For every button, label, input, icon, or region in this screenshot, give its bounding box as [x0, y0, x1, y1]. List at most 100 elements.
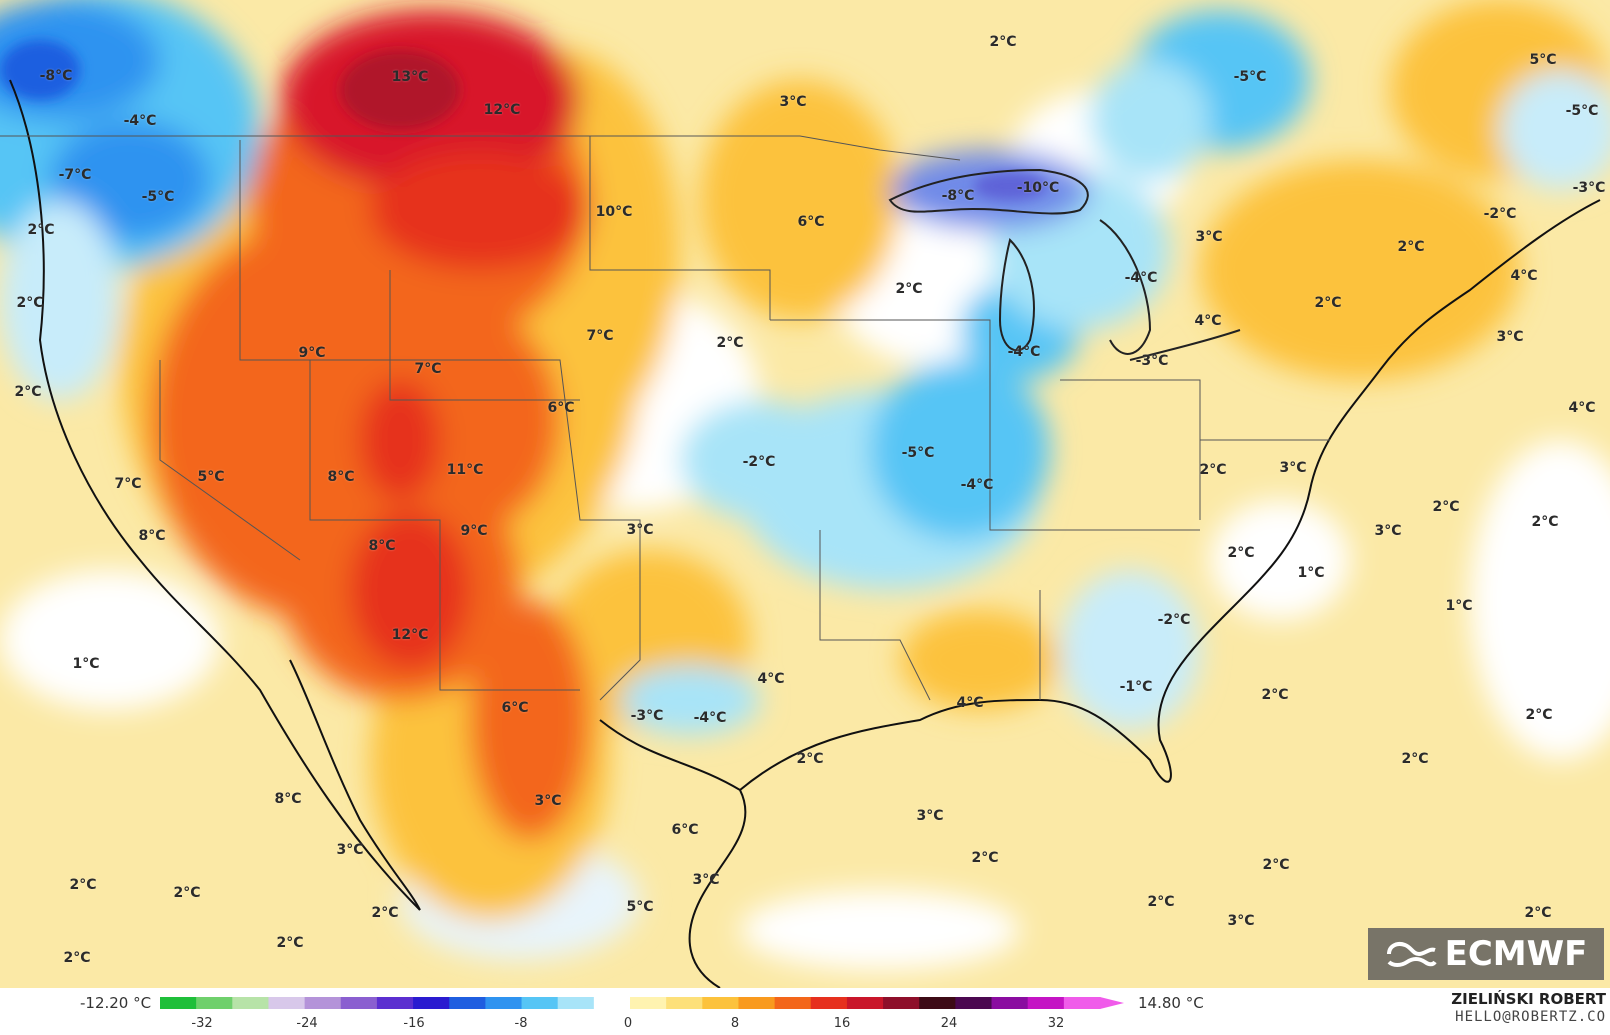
- temperature-label: 13°C: [391, 69, 429, 85]
- legend-color-step: [666, 997, 703, 1009]
- legend-tick-label: -8: [514, 1016, 528, 1031]
- temperature-label: -2°C: [1483, 206, 1517, 222]
- legend-min-label: -12.20 °C: [80, 994, 152, 1012]
- legend-color-step: [810, 997, 848, 1009]
- legend-color-step: [702, 997, 740, 1009]
- temperature-label: 6°C: [671, 822, 699, 838]
- legend-tick-label: 16: [833, 1016, 851, 1031]
- legend-color-step: [738, 997, 776, 1009]
- temperature-label: 3°C: [626, 522, 654, 538]
- temperature-label: 2°C: [276, 935, 304, 951]
- temperature-label: 4°C: [1194, 313, 1222, 329]
- legend-color-step: [846, 997, 884, 1009]
- legend-color-step: [593, 997, 631, 1009]
- temperature-label: 2°C: [1262, 857, 1290, 873]
- temperature-label: -5°C: [901, 445, 935, 461]
- temperature-label: 3°C: [692, 872, 720, 888]
- temperature-label: -2°C: [742, 454, 776, 470]
- legend-color-step: [557, 997, 595, 1009]
- temperature-label: 2°C: [173, 885, 201, 901]
- legend-color-step: [268, 997, 306, 1009]
- temperature-label: 2°C: [1199, 462, 1227, 478]
- legend-color-step: [1063, 997, 1101, 1009]
- legend-color-step: [955, 997, 993, 1009]
- temperature-label: 2°C: [1147, 894, 1175, 910]
- temperature-label: 4°C: [956, 695, 984, 711]
- temperature-label: 8°C: [138, 528, 166, 544]
- temperature-label: 6°C: [547, 400, 575, 416]
- temperature-label: 2°C: [63, 950, 91, 966]
- temperature-label: 2°C: [1261, 687, 1289, 703]
- temperature-label: 2°C: [1401, 751, 1429, 767]
- temperature-label: 9°C: [298, 345, 326, 361]
- temperature-label: 3°C: [916, 808, 944, 824]
- temperature-label: 3°C: [1279, 460, 1307, 476]
- author-name: ZIELIŃSKI ROBERT: [1451, 990, 1606, 1008]
- temperature-label: 2°C: [971, 850, 999, 866]
- temperature-map: -8°C 13°C 12°C -4°C 3°C 2°C -5°C 5°C -7°C -5°C 10°…: [0, 0, 1610, 988]
- temperature-label: -4°C: [1124, 270, 1158, 286]
- temperature-label: 11°C: [446, 462, 484, 478]
- temperature-label: 2°C: [796, 751, 824, 767]
- temperature-label: 12°C: [391, 627, 429, 643]
- temperature-label: -3°C: [1135, 353, 1169, 369]
- temperature-label: 2°C: [1432, 499, 1460, 515]
- temperature-label: -4°C: [1007, 344, 1041, 360]
- temperature-label: 2°C: [69, 877, 97, 893]
- legend-color-scale: [160, 997, 1124, 1009]
- temperature-label: -4°C: [960, 477, 994, 493]
- temperature-label: -8°C: [39, 68, 73, 84]
- temperature-label: 1°C: [72, 656, 100, 672]
- temperature-label: 2°C: [1397, 239, 1425, 255]
- ecmwf-logo-icon: [1386, 942, 1437, 967]
- temperature-label: 2°C: [371, 905, 399, 921]
- temperature-label: 2°C: [27, 222, 55, 238]
- legend-color-step: [413, 997, 450, 1009]
- temperature-label: 3°C: [1496, 329, 1524, 345]
- temperature-label: 3°C: [1227, 913, 1255, 929]
- legend-max-label: 14.80 °C: [1138, 994, 1204, 1012]
- legend-color-step: [919, 997, 956, 1009]
- temperature-label: 3°C: [1374, 523, 1402, 539]
- legend-color-step: [232, 997, 270, 1009]
- map-fill: [0, 0, 1610, 988]
- temperature-label: -1°C: [1119, 679, 1153, 695]
- temperature-label: 2°C: [14, 384, 42, 400]
- temperature-label: 4°C: [1568, 400, 1596, 416]
- temperature-label: 3°C: [1195, 229, 1223, 245]
- legend-color-step: [991, 997, 1029, 1009]
- legend-tick-label: -32: [191, 1016, 213, 1031]
- temperature-label: 4°C: [757, 671, 785, 687]
- color-legend: -12.20 °C -32 -24 -16 -8 0 8 16 24 32 14.80 °C Z…: [0, 988, 1610, 1035]
- legend-tick-label: 32: [1047, 1016, 1065, 1031]
- temperature-label: 2°C: [1524, 905, 1552, 921]
- legend-tick-label: -24: [296, 1016, 318, 1031]
- temperature-label: -4°C: [123, 113, 157, 129]
- temperature-label: 5°C: [1529, 52, 1557, 68]
- legend-tick-label: 0: [623, 1016, 633, 1031]
- ecmwf-logo: ECMWF: [1368, 928, 1604, 980]
- legend-color-step: [485, 997, 523, 1009]
- temperature-label: 7°C: [586, 328, 614, 344]
- temperature-label: -3°C: [1572, 180, 1606, 196]
- temperature-label: -4°C: [693, 710, 727, 726]
- temperature-label: 3°C: [534, 793, 562, 809]
- author-email: HELLO@ROBERTZ.CO: [1455, 1009, 1606, 1025]
- temperature-label: 10°C: [595, 204, 633, 220]
- temperature-label: 6°C: [797, 214, 825, 230]
- temperature-label: -5°C: [141, 189, 175, 205]
- temperature-label: 2°C: [989, 34, 1017, 50]
- temperature-label: 7°C: [114, 476, 142, 492]
- temperature-label: 9°C: [460, 523, 488, 539]
- temperature-label: -5°C: [1233, 69, 1267, 85]
- legend-color-step: [883, 997, 920, 1009]
- temperature-label: -10°C: [1016, 180, 1060, 196]
- legend-color-step: [304, 997, 342, 1009]
- temperature-label: 3°C: [336, 842, 364, 858]
- legend-color-step: [774, 997, 812, 1009]
- temperature-label: -2°C: [1157, 612, 1191, 628]
- legend-tick-label: 8: [730, 1016, 740, 1031]
- temperature-label: -8°C: [941, 188, 975, 204]
- temperature-label: 8°C: [368, 538, 396, 554]
- temperature-label: 5°C: [626, 899, 654, 915]
